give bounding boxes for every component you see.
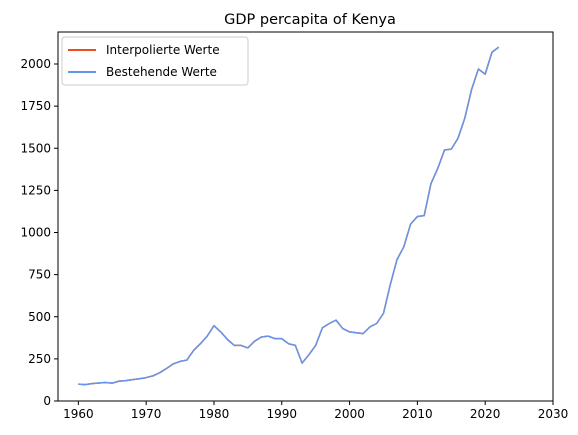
x-tick-label: 1960 [63, 407, 94, 421]
y-tick-label: 1250 [20, 183, 51, 197]
y-tick-label: 250 [28, 352, 51, 366]
y-tick-label: 1500 [20, 141, 51, 155]
x-tick-label: 1970 [131, 407, 162, 421]
x-axis: 1960 1970 1980 1990 2000 2010 2020 2030 [63, 401, 568, 421]
y-tick-label: 750 [28, 268, 51, 282]
y-tick-label: 500 [28, 310, 51, 324]
legend: Interpolierte Werte Bestehende Werte [61, 36, 249, 86]
legend-label: Bestehende Werte [106, 65, 217, 79]
legend-box [61, 36, 249, 86]
legend-label: Interpolierte Werte [106, 43, 220, 57]
x-tick-label: 2000 [334, 407, 365, 421]
y-tick-label: 1750 [20, 99, 51, 113]
x-tick-label: 2020 [470, 407, 501, 421]
chart-title: GDP percapita of Kenya [224, 12, 396, 28]
x-tick-label: 1980 [199, 407, 230, 421]
series-line-1 [78, 46, 500, 386]
plot-frame [57, 31, 554, 402]
series-line-2 [78, 46, 500, 386]
x-tick-label: 2010 [402, 407, 433, 421]
series-layer [78, 46, 500, 386]
x-tick-label: 1990 [266, 407, 297, 421]
y-axis: 0 250 500 750 1000 1250 1500 1750 2000 [20, 57, 58, 408]
y-tick-label: 1000 [20, 226, 51, 240]
x-tick-label: 2030 [538, 407, 569, 421]
y-tick-label: 2000 [20, 57, 51, 71]
y-tick-label: 0 [43, 394, 51, 408]
